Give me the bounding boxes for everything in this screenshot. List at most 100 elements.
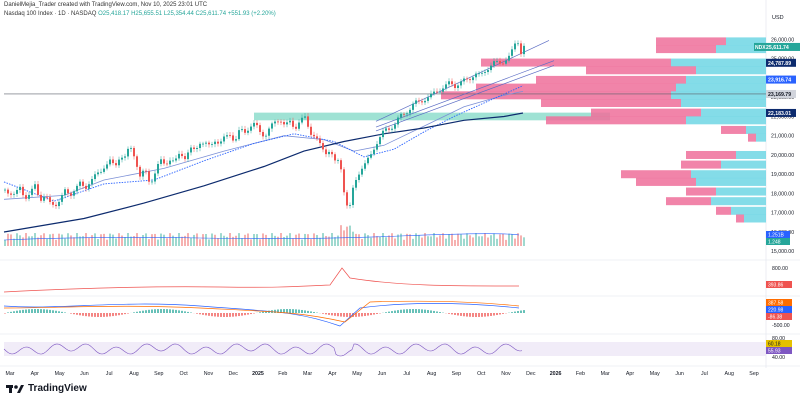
candle-body (361, 168, 363, 175)
volume-profile-bar-sell (621, 170, 691, 179)
volume-profile-bar-sell (541, 99, 681, 107)
macd-histogram-bar (49, 309, 51, 313)
symbol-title[interactable]: Nasdaq 100 Index · 1D · NASDAQ (4, 11, 97, 17)
volume-profile-bar-buy (744, 214, 766, 223)
volume-bar (466, 233, 468, 246)
candle-body (496, 61, 498, 62)
y-tick-label: 19,000.00 (771, 172, 794, 178)
candle-body (271, 123, 273, 129)
candle-body (385, 128, 387, 131)
candle-body (514, 43, 516, 50)
macd-histogram-bar (136, 311, 138, 313)
volume-bar (163, 234, 165, 246)
volume-bar (208, 239, 210, 246)
candle-body (313, 134, 315, 137)
candle-body (166, 163, 168, 165)
macd-histogram-bar (115, 313, 117, 316)
candle-body (154, 173, 156, 182)
candle-body (259, 125, 261, 132)
macd-histogram-bar (103, 313, 105, 317)
macd-histogram-bar (388, 311, 390, 313)
macd-histogram-bar (481, 313, 483, 317)
candle-body (349, 205, 351, 206)
candle-body (112, 159, 114, 164)
candle-body (4, 189, 6, 191)
volume-bar (160, 233, 162, 246)
macd-histogram-bar (274, 309, 276, 313)
x-axis-label: Jul (403, 371, 410, 377)
macd-histogram-bar (109, 313, 111, 317)
candle-body (100, 171, 102, 173)
candle-body (268, 128, 270, 136)
chart-creator-text: DanielMejia_Trader created with TradingV… (4, 2, 208, 8)
candle-body (274, 121, 276, 124)
macd-histogram-bar (88, 313, 90, 317)
candle-body (202, 143, 204, 145)
candle-body (277, 121, 279, 123)
candle-body (394, 124, 396, 129)
macd-histogram-bar (406, 309, 408, 313)
x-axis-label: Aug (724, 371, 733, 377)
price-label-box (766, 58, 796, 67)
macd-histogram-bar (139, 311, 141, 313)
volume-bar (118, 233, 120, 246)
candle-body (286, 122, 288, 125)
macd-histogram-bar (112, 313, 114, 317)
volume-bar (493, 233, 495, 246)
volume-profile-bar-buy (696, 177, 766, 186)
x-axis-label: Feb (576, 371, 585, 377)
volume-bar (244, 234, 246, 246)
macd-histogram-bar (100, 313, 102, 317)
volume-bar (178, 233, 180, 246)
macd-histogram-bar (496, 313, 498, 316)
candle-body (430, 93, 432, 98)
volume-profile-bar-buy (686, 75, 766, 84)
candle-body (238, 130, 240, 140)
macd-histogram-bar (37, 309, 39, 313)
candle-body (151, 181, 153, 183)
volume-bar (79, 236, 81, 246)
candle-body (379, 137, 381, 145)
volume-bar (67, 233, 69, 246)
macd-histogram-bar (145, 310, 147, 313)
rsi-band (4, 342, 766, 356)
macd-histogram-bar (265, 311, 267, 313)
macd-histogram-bar (334, 313, 336, 316)
volume-bar (496, 238, 498, 246)
macd-histogram-bar (298, 309, 300, 313)
rsi-tick: 40.00 (772, 355, 785, 361)
rsi-tick: 80.00 (772, 336, 785, 342)
volume-profile-bar-sell (546, 116, 686, 125)
volume-profile-bar-sell (586, 66, 696, 75)
volume-bar (175, 237, 177, 246)
candle-body (43, 196, 45, 201)
tradingview-logo[interactable]: TradingView (6, 383, 87, 394)
y-tick-label: 21,000.00 (771, 134, 794, 140)
oscillator-tick: 800.00 (772, 266, 788, 272)
volume-bar (133, 236, 135, 246)
volume-bar (295, 234, 297, 246)
macd-histogram-bar (421, 309, 423, 313)
volume-profile (441, 37, 766, 223)
volume-bar (250, 239, 252, 246)
macd-label-value: 387.58 (768, 301, 784, 307)
volume-bar (319, 237, 321, 246)
tradingview-logo-icon (6, 384, 24, 393)
volume-bar (226, 236, 228, 246)
macd-panel (3, 300, 525, 327)
volume-bar (442, 233, 444, 246)
macd-histogram-bar (55, 310, 57, 313)
volume-bar (331, 233, 333, 246)
volume-label-box (766, 231, 790, 238)
volume-profile-bar-buy (696, 66, 766, 75)
volume-bar (157, 239, 159, 246)
candle-body (247, 130, 249, 133)
volume-bar (514, 238, 516, 246)
macd-histogram-bar (511, 312, 513, 313)
macd-histogram-bar (199, 313, 201, 315)
macd-histogram-bar (214, 313, 216, 317)
volume-bar (349, 225, 351, 246)
candle-body (505, 60, 507, 64)
volume-bar (436, 237, 438, 246)
